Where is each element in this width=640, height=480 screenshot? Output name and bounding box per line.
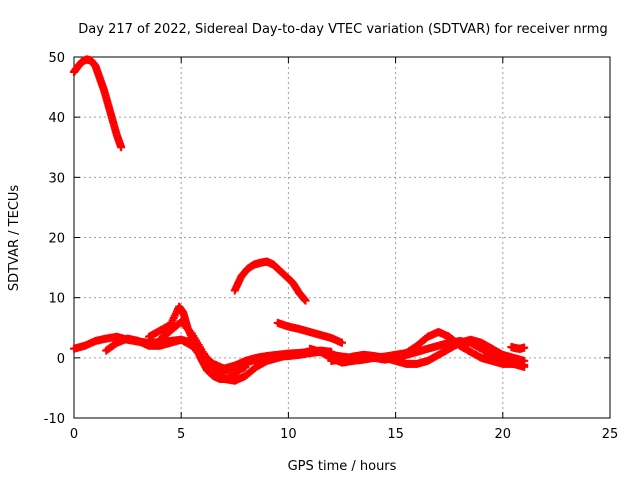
x-tick-label: 20 xyxy=(495,427,512,442)
data-point xyxy=(301,296,310,305)
series-arc-1 xyxy=(70,55,126,152)
series-arc-2 xyxy=(230,257,310,305)
y-tick-label: 20 xyxy=(48,232,65,247)
x-axis-label: GPS time / hours xyxy=(288,459,397,474)
data-point xyxy=(241,362,250,371)
y-tick-label: 30 xyxy=(48,171,65,186)
y-tick-label: 10 xyxy=(48,292,65,307)
y-tick-label: 40 xyxy=(48,111,65,126)
x-tick-label: 25 xyxy=(602,427,619,442)
axis-ticks xyxy=(73,56,611,419)
data-point xyxy=(520,343,529,352)
x-tick-label: 10 xyxy=(280,427,297,442)
data-point xyxy=(338,338,346,347)
data-point xyxy=(520,362,529,371)
y-tick-label: -10 xyxy=(44,412,65,427)
series-arc-7 xyxy=(273,318,346,347)
series-arc-10 xyxy=(370,336,529,371)
x-tick-label: 5 xyxy=(177,427,185,442)
axis-tick-labels: 0 5 10 15 20 25 -10 0 10 20 30 40 50 xyxy=(44,51,619,442)
series-arc-6 xyxy=(155,317,293,385)
x-tick-label: 0 xyxy=(70,427,78,442)
data-point xyxy=(284,350,293,359)
series-arc-11 xyxy=(507,343,529,353)
y-tick-label: 0 xyxy=(57,352,65,367)
chart-title: Day 217 of 2022, Sidereal Day-to-day VTE… xyxy=(78,22,607,37)
data-series xyxy=(70,55,529,385)
x-tick-label: 15 xyxy=(387,427,404,442)
y-axis-label: SDTVAR / TECUs xyxy=(7,185,22,292)
data-point xyxy=(117,143,126,152)
y-tick-label: 50 xyxy=(48,51,65,66)
